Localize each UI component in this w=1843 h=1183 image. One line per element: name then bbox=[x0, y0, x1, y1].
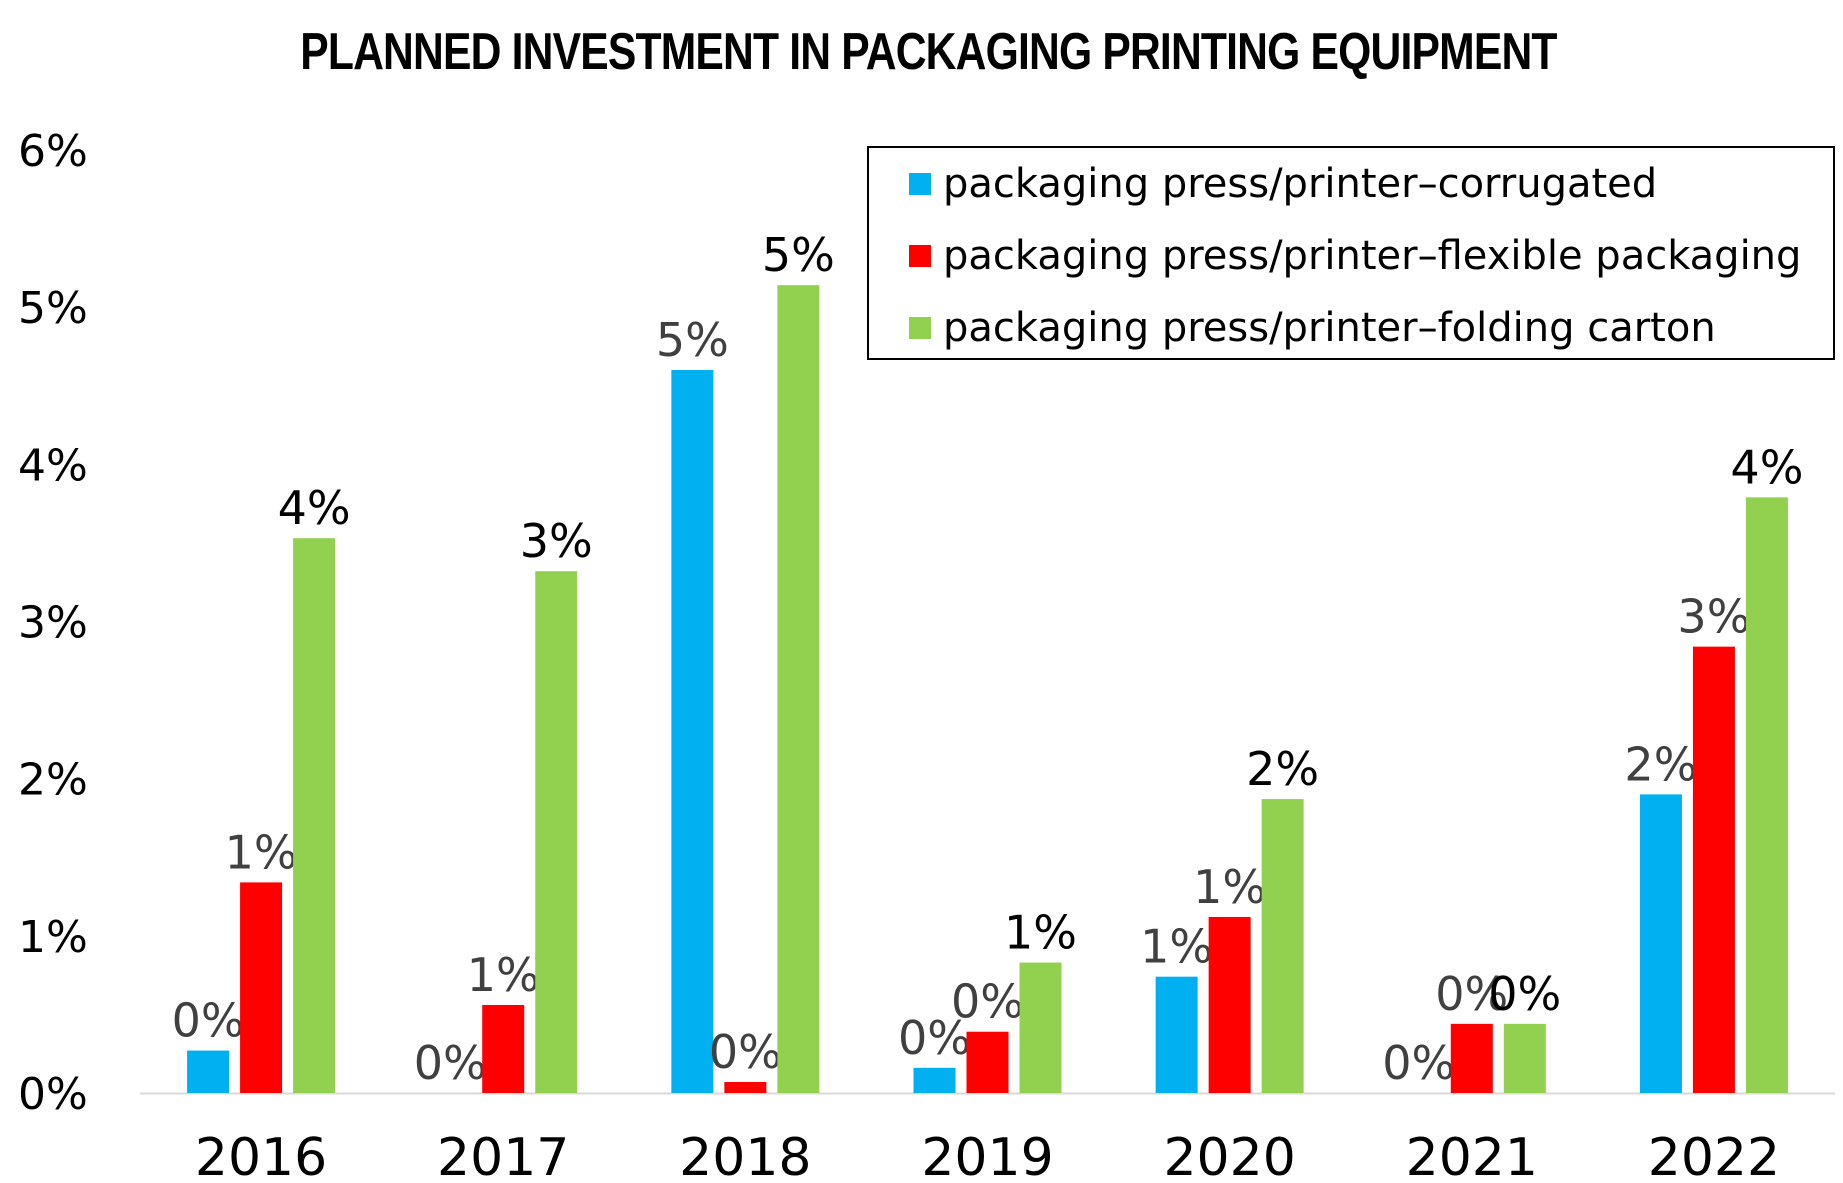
x-tick-label: 2016 bbox=[195, 1128, 327, 1183]
data-label: 0% bbox=[172, 994, 245, 1048]
bar bbox=[777, 285, 820, 1093]
legend-swatch-folding-carton bbox=[909, 317, 931, 339]
x-tick-label: 2020 bbox=[1163, 1128, 1295, 1183]
bar bbox=[187, 1050, 230, 1093]
data-label: 1% bbox=[467, 948, 540, 1002]
data-label: 3% bbox=[520, 514, 593, 568]
bar bbox=[1208, 916, 1251, 1093]
data-label: 1% bbox=[1004, 906, 1077, 960]
bar bbox=[1450, 1023, 1493, 1093]
data-label: 0% bbox=[951, 975, 1024, 1029]
chart-title: PLANNED INVESTMENT IN PACKAGING PRINTING… bbox=[300, 23, 1557, 81]
legend-item-folding-carton: packaging press/printer–folding carton bbox=[909, 298, 1716, 358]
legend-item-flexible-packaging: packaging press/printer–flexible packagi… bbox=[909, 226, 1801, 286]
data-label: 1% bbox=[225, 825, 298, 879]
y-tick-label: 4% bbox=[18, 440, 88, 491]
bar bbox=[1745, 497, 1788, 1093]
data-label: 5% bbox=[656, 313, 729, 367]
data-label: 1% bbox=[1193, 860, 1266, 914]
y-tick-label: 3% bbox=[18, 598, 88, 649]
bar bbox=[1019, 962, 1062, 1093]
data-label: 0% bbox=[709, 1025, 782, 1079]
data-label: 0% bbox=[1382, 1036, 1455, 1090]
data-label: 5% bbox=[762, 228, 835, 282]
legend-label-corrugated: packaging press/printer–corrugated bbox=[943, 161, 1658, 207]
y-tick-label: 1% bbox=[18, 912, 88, 963]
y-tick-label: 6% bbox=[18, 126, 88, 177]
legend-item-corrugated: packaging press/printer–corrugated bbox=[909, 154, 1657, 214]
bar bbox=[913, 1067, 956, 1093]
bar bbox=[293, 538, 336, 1093]
bar bbox=[671, 370, 714, 1093]
bar bbox=[240, 882, 283, 1093]
data-label: 0% bbox=[1435, 967, 1508, 1021]
legend-label-folding-carton: packaging press/printer–folding carton bbox=[943, 305, 1716, 351]
y-tick-label: 0% bbox=[18, 1069, 88, 1120]
x-tick-label: 2019 bbox=[921, 1128, 1053, 1183]
data-label: 4% bbox=[278, 481, 351, 535]
y-tick-label: 2% bbox=[18, 755, 88, 806]
legend-swatch-corrugated bbox=[909, 173, 931, 195]
bar bbox=[1503, 1023, 1546, 1093]
bar bbox=[1261, 799, 1304, 1093]
legend-label-flexible-packaging: packaging press/printer–flexible packagi… bbox=[943, 233, 1802, 279]
x-tick-label: 2021 bbox=[1406, 1128, 1538, 1183]
legend-swatch-flexible-packaging bbox=[909, 245, 931, 267]
legend: packaging press/printer–corrugated packa… bbox=[867, 146, 1835, 360]
bar bbox=[535, 571, 578, 1093]
x-tick-label: 2022 bbox=[1648, 1128, 1780, 1183]
x-tick-label: 2017 bbox=[437, 1128, 569, 1183]
data-label: 0% bbox=[414, 1036, 487, 1090]
data-label: 3% bbox=[1677, 590, 1750, 644]
data-label: 2% bbox=[1246, 742, 1319, 796]
bar bbox=[724, 1081, 767, 1093]
data-label: 4% bbox=[1730, 440, 1803, 494]
data-label: 1% bbox=[1140, 920, 1213, 974]
bar bbox=[1639, 794, 1682, 1093]
data-label: 0% bbox=[1488, 967, 1561, 1021]
bar bbox=[1692, 646, 1735, 1093]
x-tick-label: 2018 bbox=[679, 1128, 811, 1183]
y-tick-label: 5% bbox=[18, 283, 88, 334]
bar bbox=[1155, 976, 1198, 1093]
data-label: 0% bbox=[898, 1011, 971, 1065]
data-label: 2% bbox=[1624, 737, 1697, 791]
bar bbox=[482, 1004, 525, 1093]
bar bbox=[966, 1031, 1009, 1093]
